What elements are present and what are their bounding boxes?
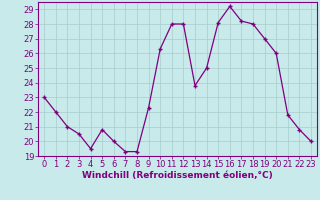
X-axis label: Windchill (Refroidissement éolien,°C): Windchill (Refroidissement éolien,°C) [82,171,273,180]
